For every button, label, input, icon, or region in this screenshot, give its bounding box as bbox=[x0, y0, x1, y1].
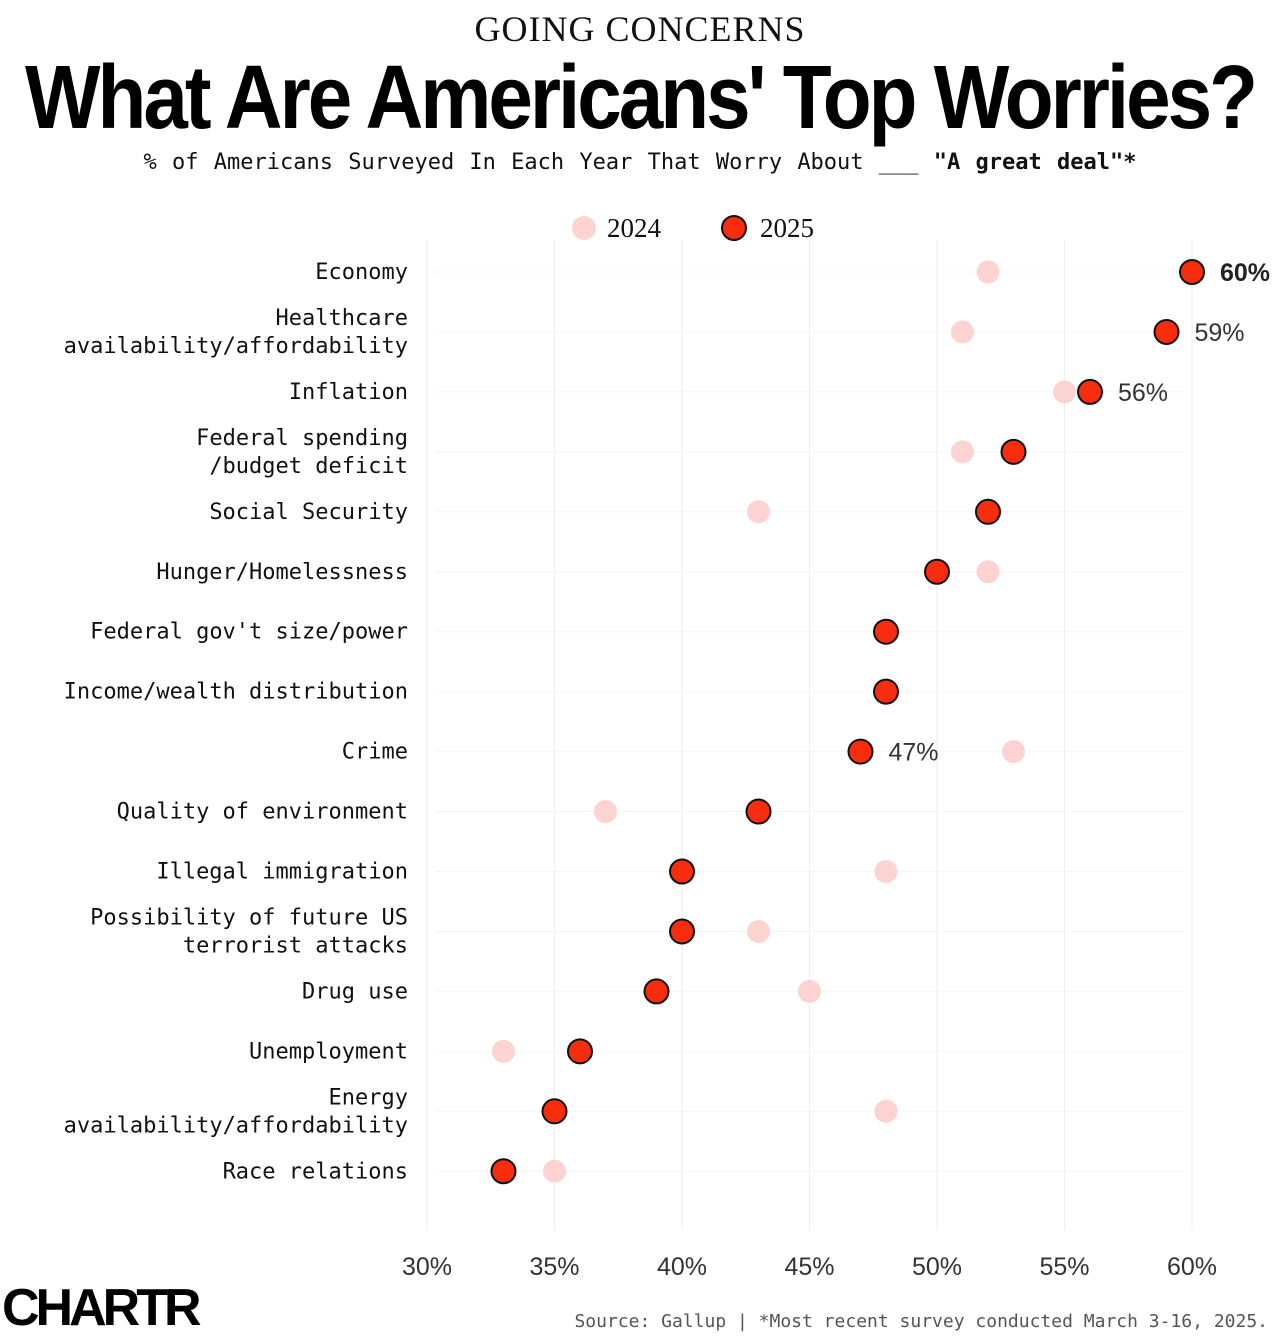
category-label: Healthcare bbox=[276, 306, 408, 331]
point-2024 bbox=[798, 979, 821, 1003]
point-2024 bbox=[976, 260, 1000, 284]
point-2025 bbox=[924, 558, 950, 585]
category-label: Energy bbox=[329, 1085, 408, 1110]
point-2025 bbox=[541, 1098, 568, 1125]
category-label: availability/affordability bbox=[64, 334, 408, 359]
point-2025 bbox=[975, 498, 1001, 525]
point-2025 bbox=[490, 1158, 517, 1185]
point-2025 bbox=[669, 858, 695, 885]
legend-marker-2025 bbox=[721, 215, 747, 241]
x-tick-label: 35% bbox=[529, 1253, 579, 1281]
point-2024 bbox=[1002, 740, 1025, 764]
category-label: Unemployment bbox=[249, 1039, 408, 1064]
x-tick-label: 50% bbox=[912, 1253, 962, 1281]
legend-label-2025: 2025 bbox=[760, 213, 814, 243]
x-tick-label: 45% bbox=[784, 1253, 834, 1281]
point-2025 bbox=[873, 618, 899, 645]
category-label: Quality of environment bbox=[117, 800, 408, 825]
source-note: Source: Gallup | *Most recent survey con… bbox=[574, 1311, 1268, 1332]
data-label: 56% bbox=[1118, 379, 1168, 407]
category-label: Federal gov't size/power bbox=[90, 620, 408, 645]
point-2024 bbox=[874, 1099, 898, 1123]
point-2024 bbox=[492, 1039, 515, 1063]
x-tick-label: 40% bbox=[657, 1253, 707, 1281]
chart-title: What Are Americans' Top Worries? bbox=[25, 47, 1258, 147]
category-label: Income/wealth distribution bbox=[64, 680, 408, 705]
category-label: Crime bbox=[342, 740, 408, 765]
point-2024 bbox=[976, 560, 1000, 584]
x-tick-label: 60% bbox=[1167, 1253, 1217, 1281]
data-label: 60% bbox=[1220, 259, 1270, 287]
point-2024 bbox=[543, 1159, 566, 1183]
point-2025 bbox=[847, 738, 874, 765]
x-tick-label: 55% bbox=[1039, 1253, 1089, 1281]
subtitle-prefix: % of Americans Surveyed In Each Year Tha… bbox=[143, 150, 934, 175]
point-2025 bbox=[567, 1038, 593, 1065]
point-2024 bbox=[1053, 380, 1076, 404]
legend-marker-2024 bbox=[572, 216, 596, 240]
chartr-logo: CHARTR bbox=[2, 1279, 202, 1337]
subtitle-emphasis: "A great deal"* bbox=[933, 150, 1137, 175]
category-label: Federal spending bbox=[196, 426, 408, 451]
point-2024 bbox=[874, 860, 898, 883]
point-2024 bbox=[747, 919, 770, 943]
data-label: 47% bbox=[889, 739, 939, 767]
category-label: Hunger/Homelessness bbox=[156, 560, 408, 585]
legend-label-2024: 2024 bbox=[607, 213, 662, 243]
category-label: Possibility of future US bbox=[90, 905, 408, 930]
category-label: Race relations bbox=[223, 1159, 408, 1184]
point-2024 bbox=[594, 800, 617, 824]
category-label: Inflation bbox=[289, 380, 408, 405]
point-2025 bbox=[1077, 378, 1103, 405]
point-2025 bbox=[669, 918, 695, 945]
point-2025 bbox=[643, 978, 670, 1005]
data-label: 59% bbox=[1195, 319, 1245, 347]
point-2025 bbox=[873, 678, 899, 705]
category-label: Drug use bbox=[302, 979, 408, 1004]
chart-subtitle: % of Americans Surveyed In Each Year Tha… bbox=[0, 150, 1280, 175]
x-tick-label: 30% bbox=[402, 1253, 452, 1281]
category-label: Social Security bbox=[209, 500, 408, 525]
point-2025 bbox=[745, 798, 772, 825]
point-2024 bbox=[951, 320, 974, 344]
point-2024 bbox=[747, 500, 770, 524]
category-label: terrorist attacks bbox=[183, 933, 408, 958]
point-2025 bbox=[1000, 438, 1027, 465]
category-label: Illegal immigration bbox=[156, 860, 408, 885]
kicker: GOING CONCERNS bbox=[474, 9, 806, 49]
category-label: availability/affordability bbox=[64, 1113, 408, 1138]
category-label: /budget deficit bbox=[209, 454, 408, 479]
category-label: Economy bbox=[315, 260, 408, 285]
point-2025 bbox=[1153, 318, 1180, 345]
point-2024 bbox=[951, 440, 974, 464]
point-2025 bbox=[1179, 259, 1205, 285]
